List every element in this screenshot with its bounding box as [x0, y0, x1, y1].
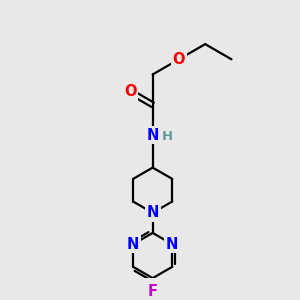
Text: O: O [173, 52, 185, 67]
Text: N: N [146, 205, 159, 220]
Text: H: H [161, 130, 172, 143]
Text: F: F [148, 284, 158, 299]
Text: O: O [124, 84, 136, 99]
Text: N: N [166, 237, 178, 252]
Text: N: N [146, 128, 159, 142]
Text: N: N [127, 237, 139, 252]
